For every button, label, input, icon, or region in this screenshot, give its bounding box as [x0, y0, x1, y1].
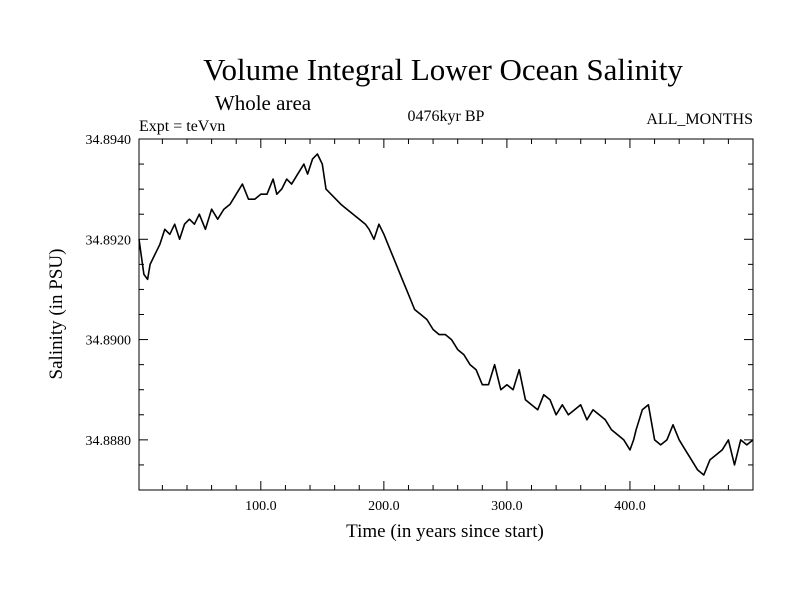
y-tick-label: 34.8880 — [86, 434, 132, 449]
y-tick-label: 34.8940 — [86, 133, 132, 148]
salinity-series-line — [138, 153, 754, 476]
x-tick-label: 200.0 — [368, 499, 400, 514]
data-series — [138, 153, 754, 476]
plot-frame — [138, 138, 754, 491]
chart-subtitle: Whole area — [215, 91, 312, 115]
axis-ticks — [139, 139, 753, 490]
x-tick-label: 100.0 — [245, 499, 277, 514]
x-axis-label: Time (in years since start) — [346, 521, 544, 542]
period-label: 0476kyr BP — [408, 108, 485, 125]
tick-labels: 100.0 200.0 300.0 400.0 34.8940 34.8920 34.890… — [86, 133, 646, 514]
expt-label: Expt = teVvn — [139, 118, 225, 135]
x-tick-label: 400.0 — [614, 499, 646, 514]
months-label: ALL_MONTHS — [646, 111, 753, 128]
chart-title: Volume Integral Lower Ocean Salinity — [203, 52, 683, 87]
x-tick-label: 300.0 — [491, 499, 523, 514]
y-tick-label: 34.8900 — [86, 334, 132, 349]
y-tick-label: 34.8920 — [86, 233, 132, 248]
y-axis-label: Salinity (in PSU) — [46, 249, 67, 380]
